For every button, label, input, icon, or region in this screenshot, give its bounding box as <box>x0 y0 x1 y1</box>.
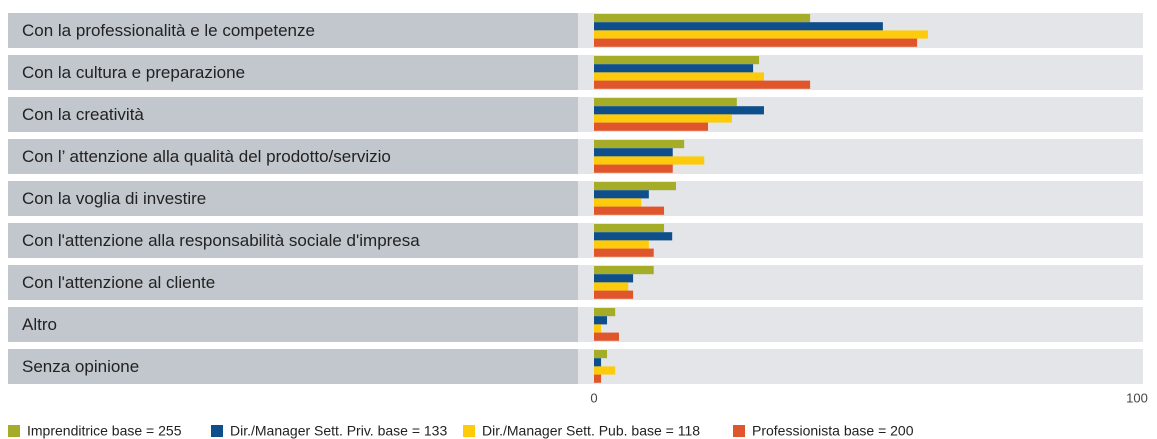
category-label: Con la cultura e preparazione <box>22 63 245 82</box>
bar <box>594 308 616 317</box>
bar <box>594 30 928 39</box>
bar <box>594 122 709 131</box>
bar <box>594 98 737 107</box>
label-band <box>8 13 578 48</box>
bar <box>594 316 608 325</box>
bar <box>594 206 665 215</box>
legend-label: Imprenditrice base = 255 <box>27 423 182 439</box>
bar <box>594 64 754 73</box>
bar <box>594 38 918 47</box>
row-band <box>578 349 1143 384</box>
label-band <box>8 55 578 90</box>
bar <box>594 164 673 173</box>
bar <box>594 332 619 341</box>
category-label: Con l’ attenzione alla qualità del prodo… <box>22 147 391 166</box>
bar <box>594 106 764 115</box>
bar <box>594 290 634 299</box>
bar <box>594 232 673 241</box>
bar <box>594 374 602 383</box>
bar <box>594 156 705 165</box>
bar <box>594 148 673 157</box>
label-band <box>8 97 578 132</box>
bar <box>594 80 811 89</box>
legend-label: Dir./Manager Sett. Pub. base = 118 <box>482 423 700 439</box>
label-band <box>8 349 578 384</box>
legend-label: Dir./Manager Sett. Priv. base = 133 <box>230 423 447 439</box>
category-label: Con la professionalità e le competenze <box>22 21 315 40</box>
label-band <box>8 181 578 216</box>
bar <box>594 366 616 375</box>
bar <box>594 358 602 367</box>
bar <box>594 72 764 81</box>
category-label: Con l'attenzione alla responsabilità soc… <box>22 231 420 250</box>
category-label: Senza opinione <box>22 357 139 376</box>
bar <box>594 282 629 291</box>
bar <box>594 248 654 257</box>
bar <box>594 266 654 275</box>
bar <box>594 114 732 123</box>
bar <box>594 140 685 149</box>
legend-swatch <box>733 425 745 437</box>
label-band <box>8 307 578 342</box>
label-band <box>8 223 578 258</box>
bar <box>594 198 642 207</box>
category-label: Con la voglia di investire <box>22 189 206 208</box>
legend-swatch <box>8 425 20 437</box>
x-tick-label: 0 <box>590 390 597 405</box>
legend-swatch <box>211 425 223 437</box>
label-band <box>8 265 578 300</box>
label-band <box>8 139 578 174</box>
bar <box>594 224 665 233</box>
row-band <box>578 223 1143 258</box>
category-label: Altro <box>22 315 57 334</box>
legend-label: Professionista base = 200 <box>752 423 914 439</box>
bar <box>594 350 608 359</box>
bar <box>594 324 602 333</box>
row-band <box>578 307 1143 342</box>
legend-swatch <box>463 425 475 437</box>
category-label: Con l'attenzione al cliente <box>22 273 215 292</box>
bar <box>594 182 676 191</box>
bar <box>594 240 649 249</box>
row-band <box>578 265 1143 300</box>
bar <box>594 274 634 283</box>
x-tick-label: 100 <box>1126 390 1148 405</box>
bar <box>594 14 811 23</box>
bar <box>594 190 649 199</box>
bar <box>594 56 760 65</box>
category-label: Con la creatività <box>22 105 144 124</box>
bar <box>594 22 883 31</box>
